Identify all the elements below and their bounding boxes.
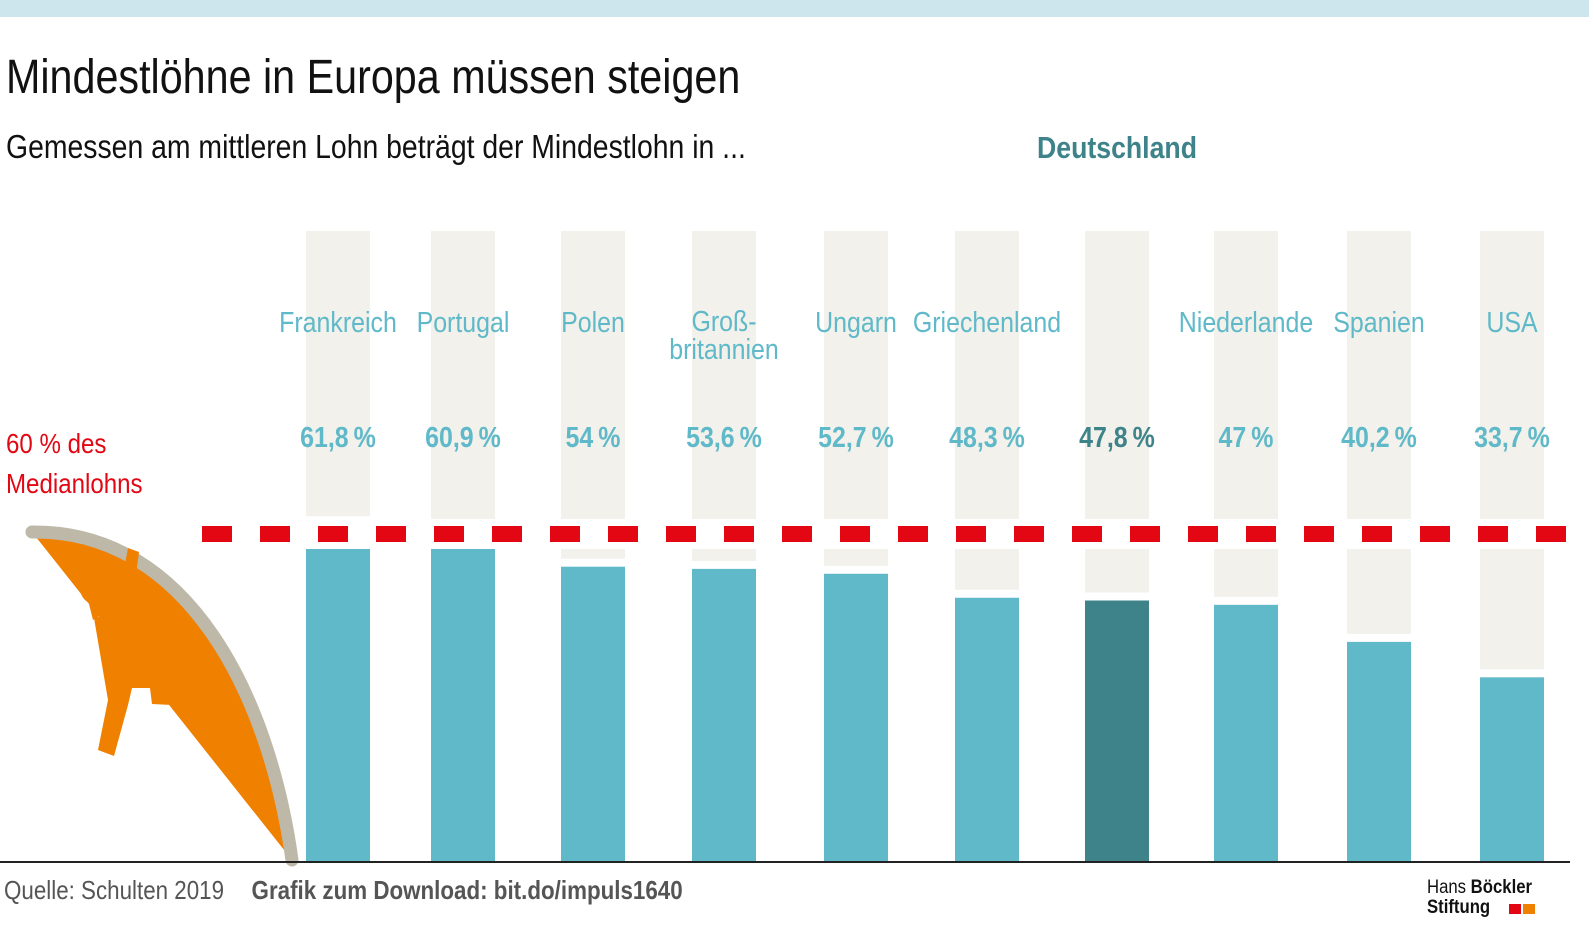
logo-word-boeckler: Böckler [1470,877,1533,898]
value-label: 48,3 % [949,421,1025,453]
reference-line [202,519,1589,549]
background-column [824,231,888,566]
reference-line-label: 60 % des Medianlohns [6,424,143,504]
value-label: 47,8 % [1079,421,1155,453]
value-label: 52,7 % [818,421,894,453]
value-label: 61,8 % [300,421,376,453]
category-label: Groß-britannien [669,305,778,365]
bar [306,524,370,861]
value-labels: 61,8 % 60,9 % 54 % 53,6 % 52,7 % 48,3 % 47,8 %… [300,421,1550,453]
bar [1085,600,1149,861]
logo-word-hans: Hans [1427,877,1471,898]
bar [1214,604,1278,861]
download-link[interactable]: Grafik zum Download: bit.do/impuls1640 [251,875,683,905]
hans-boeckler-logo: Hans Böckler Stiftung [1427,877,1557,927]
value-label: 47 % [1219,421,1274,453]
bar [561,566,625,861]
category-label: Portugal [417,306,510,338]
background-column [306,231,370,517]
category-label: Niederlande [1179,306,1313,338]
logo-square-orange [1523,904,1535,914]
chart-title: Mindestlöhne in Europa müssen steigen [6,51,741,104]
category-label: USA [1486,306,1537,338]
background-column [431,231,495,522]
bars [306,524,1544,861]
category-labels: Frankreich Portugal Polen Groß-britannien Un… [279,305,1538,365]
category-label: Ungarn [815,306,897,338]
value-label: 53,6 % [686,421,762,453]
bar [955,597,1019,861]
footer: Quelle: Schulten 2019 Grafik zum Download… [4,875,683,906]
logo-square-red [1509,904,1521,914]
background-columns [306,231,1544,670]
pole-vaulter-illustration [25,525,299,867]
bar [1347,641,1411,861]
reference-label-line2: Medianlohns [6,468,143,499]
category-label: Frankreich [279,306,397,338]
value-label: 33,7 % [1474,421,1550,453]
bar [824,573,888,861]
bar [431,529,495,861]
climbing-figure-icon [75,544,178,756]
bar [692,568,756,861]
category-label: Griechenland [913,306,1061,338]
top-accent-bar [0,0,1589,17]
x-axis-baseline [0,861,1570,863]
value-label: 54 % [566,421,621,453]
background-column [1480,231,1544,670]
logo-word-stiftung: Stiftung [1427,897,1491,918]
background-column [692,231,756,561]
background-column [561,231,625,559]
source-note: Quelle: Schulten 2019 [4,875,225,905]
highlight-category-label: Deutschland [1037,130,1197,165]
chart-subtitle: Gemessen am mittleren Lohn beträgt der M… [6,128,746,165]
value-label: 40,2 % [1341,421,1417,453]
bar [1480,677,1544,861]
category-label: Polen [561,306,625,338]
background-column [1347,231,1411,634]
category-label: Spanien [1333,306,1424,338]
value-label: 60,9 % [425,421,501,453]
reference-label-line1: 60 % des [6,428,107,459]
